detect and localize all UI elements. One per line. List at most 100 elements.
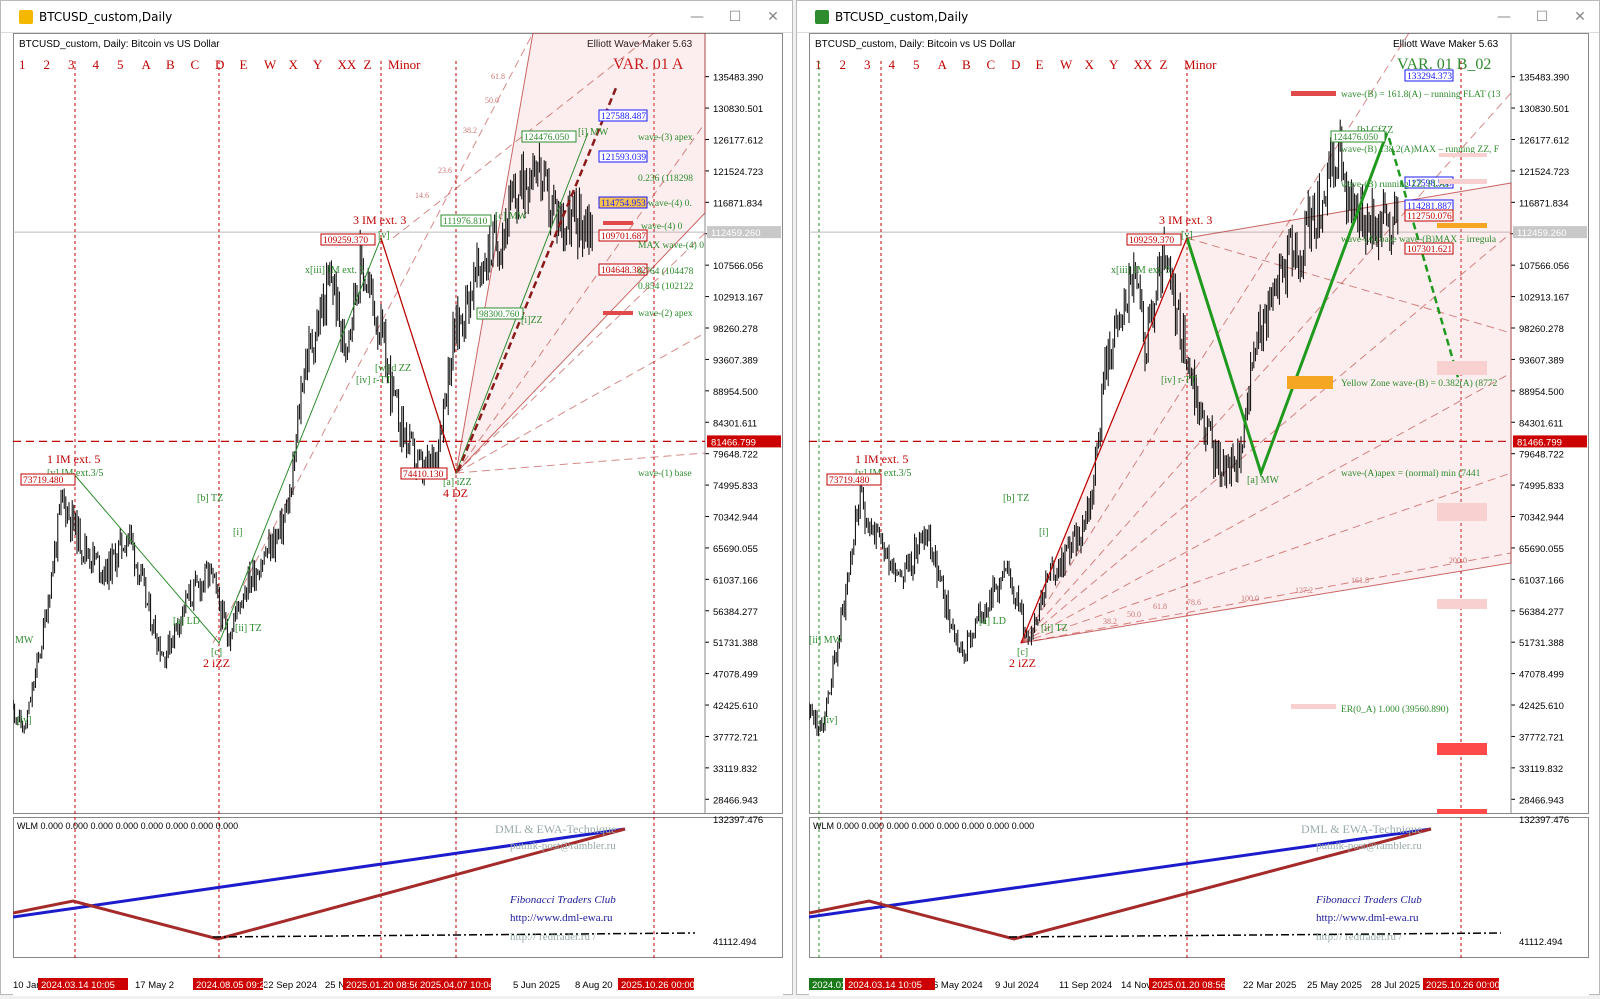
degree-button-y[interactable]: Y xyxy=(1109,57,1119,72)
time-tag-bg xyxy=(38,978,128,990)
target-zone xyxy=(1437,743,1487,755)
support-price-tag-bg xyxy=(1513,435,1587,448)
degree-button-5[interactable]: 5 xyxy=(913,57,920,72)
wave-level-label: wave-(B) running ZZ, FLAT xyxy=(1341,179,1450,190)
fan-ratio-label: 38.2 xyxy=(463,126,477,135)
minimize-button[interactable]: — xyxy=(1497,8,1511,25)
degree-button-c[interactable]: C xyxy=(987,57,996,72)
price-tag-box xyxy=(1126,233,1182,246)
fan-line xyxy=(455,452,706,474)
close-button[interactable]: ✕ xyxy=(767,8,779,25)
email-label: putnik-post@rambler.ru xyxy=(510,840,616,852)
degree-button-x[interactable]: X xyxy=(1085,57,1095,72)
degree-button-a[interactable]: A xyxy=(142,57,152,72)
wave-label-iv-r: [iv] r-TT xyxy=(356,375,392,386)
url-label: http://www.dml-ewa.ru xyxy=(510,912,613,924)
degree-button-1[interactable]: 1 xyxy=(815,57,822,72)
degree-button-1[interactable]: 1 xyxy=(19,57,26,72)
time-tag: 2024.03.14 10:05 xyxy=(41,980,115,991)
price-axis-label: 56384.277 xyxy=(713,607,758,618)
degree-button-3[interactable]: 3 xyxy=(68,57,75,72)
maximize-button[interactable]: ☐ xyxy=(728,8,742,25)
support-price-tag: 81466.799 xyxy=(1517,437,1562,448)
chart-window-icon xyxy=(19,9,33,24)
window-title: BTCUSD_custom,Daily xyxy=(835,9,969,24)
chart-title: BTCUSD_custom, Daily: Bitcoin vs US Doll… xyxy=(19,39,220,50)
degree-button-e[interactable]: E xyxy=(1036,57,1044,72)
sub-axis-top: 132397.476 xyxy=(713,815,763,826)
chart-canvas[interactable]: BTCUSD_custom, Daily: Bitcoin vs US Doll… xyxy=(12,0,783,996)
degree-button-z[interactable]: Z xyxy=(364,57,372,72)
wave-level-label: wave-(1) base xyxy=(638,468,692,479)
chart-canvas[interactable]: BTCUSD_custom, Daily: Bitcoin vs US Doll… xyxy=(808,32,1589,996)
support-price-tag: 81466.799 xyxy=(711,437,756,448)
price-axis-label: 98260.278 xyxy=(1519,324,1564,335)
time-axis-label: 8 Aug 20 xyxy=(575,980,613,991)
wave-label-w: [w] d ZZ xyxy=(375,363,411,374)
degree-button-4[interactable]: 4 xyxy=(889,57,896,72)
degree-button-c[interactable]: C xyxy=(191,57,200,72)
degree-button-z[interactable]: Z xyxy=(1160,57,1168,72)
degree-button-y[interactable]: Y xyxy=(313,57,323,72)
price-tag-box xyxy=(20,473,76,486)
degree-button-4[interactable]: 4 xyxy=(93,57,100,72)
degree-button-b[interactable]: B xyxy=(962,57,971,72)
price-chart[interactable]: BTCUSD_custom, Daily: Bitcoin vs US Doll… xyxy=(808,32,1589,996)
wave-label-i-zz: [i]ZZ xyxy=(521,315,543,326)
price-chart[interactable]: BTCUSD_custom, Daily: Bitcoin vs US Doll… xyxy=(12,0,783,996)
price-label-109259: 109259.370 xyxy=(1129,236,1174,246)
time-tag: 2024.08.05 09:24 xyxy=(196,980,270,991)
degree-button-2[interactable]: 2 xyxy=(840,57,847,72)
target-zone xyxy=(1287,376,1333,389)
degree-button-x[interactable]: X xyxy=(289,57,299,72)
forecast-arrow xyxy=(456,87,618,472)
fan-line xyxy=(212,32,534,644)
wave-label-1: 1 IM ext. 5 xyxy=(47,452,100,466)
fib-level-label: 0.236 (118298 xyxy=(638,173,693,184)
time-tag-bg xyxy=(417,978,491,990)
time-axis-label: 25 N xyxy=(325,980,345,991)
degree-button-w[interactable]: W xyxy=(264,57,277,72)
maximize-button[interactable]: ☐ xyxy=(1535,8,1549,25)
fan-line xyxy=(1020,552,1512,644)
degree-button-3[interactable]: 3 xyxy=(864,57,871,72)
time-tag: 2025.04.07 10:04 xyxy=(420,980,494,991)
minimize-button[interactable]: — xyxy=(690,8,704,25)
price-axis-label: 65690.055 xyxy=(713,544,758,555)
fan-ratio-label: 50.0 xyxy=(1127,610,1141,619)
wave-level-label: wave-(2) apex xyxy=(638,308,693,319)
price-tag-box xyxy=(440,214,492,227)
degree-button-d[interactable]: D xyxy=(215,57,224,72)
time-tag-bg xyxy=(1423,978,1499,990)
price-label-74410: 74410.130 xyxy=(403,470,444,480)
degree-button-xx[interactable]: XX xyxy=(338,57,357,72)
wave-label-3: 3 IM ext. 3 xyxy=(1159,213,1212,227)
degree-button-minor[interactable]: Minor xyxy=(388,57,421,72)
close-button[interactable]: ✕ xyxy=(1574,8,1586,25)
degree-button-b[interactable]: B xyxy=(166,57,175,72)
price-tag-box xyxy=(598,150,648,163)
time-axis-label: 5 Jun 2025 xyxy=(513,980,560,991)
window-titlebar[interactable]: BTCUSD_custom,Daily — ☐ ✕ xyxy=(1,1,792,33)
chart-window-left[interactable]: BTCUSD_custom,Daily — ☐ ✕ BTCUSD_custom,… xyxy=(0,0,793,996)
degree-button-xx[interactable]: XX xyxy=(1134,57,1153,72)
wlm-brown-line xyxy=(808,827,1432,941)
price-axis-label: 121524.723 xyxy=(1519,167,1569,178)
price-tag-box xyxy=(598,263,648,276)
window-title: BTCUSD_custom,Daily xyxy=(39,9,173,24)
wlm-dashdot-line xyxy=(212,932,696,938)
degree-button-minor[interactable]: Minor xyxy=(1184,57,1217,72)
degree-button-w[interactable]: W xyxy=(1060,57,1073,72)
degree-button-e[interactable]: E xyxy=(240,57,248,72)
time-axis-label: 11 Sep 2024 xyxy=(1059,980,1112,991)
degree-button-d[interactable]: D xyxy=(1011,57,1020,72)
current-price-tag-bg xyxy=(707,226,781,239)
degree-button-5[interactable]: 5 xyxy=(117,57,124,72)
window-titlebar[interactable]: BTCUSD_custom,Daily — ☐ ✕ xyxy=(797,1,1599,33)
url-label: http://www.dml-ewa.ru xyxy=(1316,912,1419,924)
degree-button-2[interactable]: 2 xyxy=(44,57,51,72)
price-axis-label: 74995.833 xyxy=(713,481,758,492)
degree-button-a[interactable]: A xyxy=(938,57,948,72)
chart-window-right[interactable]: BTCUSD_custom,Daily — ☐ ✕ BTCUSD_custom,… xyxy=(796,0,1600,996)
price-tag-box xyxy=(598,109,648,122)
